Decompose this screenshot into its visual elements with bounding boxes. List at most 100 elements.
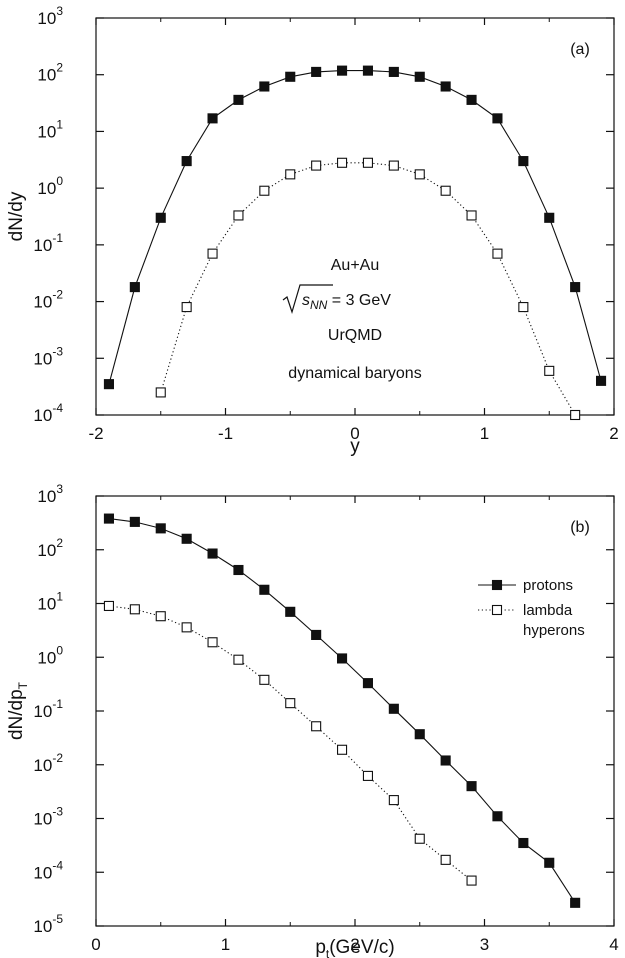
data-point-open bbox=[336, 744, 348, 755]
data-point-filled bbox=[129, 282, 140, 293]
y-tick-base: 10 bbox=[33, 810, 52, 829]
y-tick-base: 10 bbox=[37, 487, 56, 506]
y-tick-label: 10-4 bbox=[33, 401, 63, 425]
data-point-filled bbox=[103, 513, 114, 524]
x-axis-title-rest: (GeV/c) bbox=[329, 937, 394, 958]
y-tick-exponent: -4 bbox=[52, 401, 63, 415]
data-point-filled bbox=[285, 606, 296, 617]
legend-marker bbox=[491, 604, 503, 616]
y-tick-base: 10 bbox=[37, 9, 56, 28]
y-tick-exponent: 0 bbox=[56, 643, 63, 657]
series-line-1 bbox=[160, 162, 576, 416]
data-point-filled bbox=[388, 703, 399, 714]
legend-marker bbox=[491, 579, 503, 591]
data-point-open bbox=[466, 210, 477, 221]
data-point-open bbox=[544, 365, 555, 376]
x-tick-label: 1 bbox=[480, 424, 489, 443]
data-point-open bbox=[155, 387, 166, 398]
data-point-open bbox=[466, 875, 477, 886]
y-tick-base: 10 bbox=[33, 406, 52, 425]
y-tick-exponent: -5 bbox=[52, 912, 63, 926]
data-point-open bbox=[285, 698, 296, 709]
data-point-filled bbox=[103, 379, 114, 390]
data-point-filled bbox=[207, 113, 218, 124]
y-tick-base: 10 bbox=[37, 541, 56, 560]
y-tick-base: 10 bbox=[37, 179, 56, 198]
x-axis-title-main: y bbox=[350, 436, 360, 457]
x-tick-label: -2 bbox=[88, 424, 103, 443]
y-tick-exponent: 2 bbox=[56, 61, 63, 75]
y-tick-base: 10 bbox=[33, 236, 52, 255]
legend-label: lambda hyperons bbox=[523, 602, 585, 639]
data-point-filled bbox=[388, 66, 399, 77]
y-tick-label: 10-4 bbox=[33, 858, 63, 882]
x-axis-title-main: p bbox=[315, 937, 326, 958]
annotation-energy-sub: NN bbox=[310, 298, 328, 312]
panel-label: (b) bbox=[570, 519, 590, 536]
data-point-open bbox=[440, 854, 451, 865]
sqrt-symbol bbox=[282, 284, 333, 314]
y-tick-exponent: 3 bbox=[56, 4, 63, 18]
data-point-open bbox=[181, 622, 192, 633]
data-point-filled bbox=[207, 548, 218, 559]
data-point-open bbox=[388, 160, 399, 171]
y-tick-base: 10 bbox=[33, 863, 52, 882]
y-tick-base: 10 bbox=[33, 756, 52, 775]
data-point-filled bbox=[492, 811, 503, 822]
y-tick-exponent: -1 bbox=[52, 231, 63, 245]
data-point-open bbox=[440, 185, 451, 196]
data-point-filled bbox=[155, 523, 166, 534]
y-tick-label: 10-5 bbox=[33, 912, 63, 936]
data-point-filled bbox=[259, 584, 270, 595]
data-point-filled bbox=[518, 837, 529, 849]
y-tick-exponent: 0 bbox=[56, 174, 63, 188]
data-point-open bbox=[259, 674, 270, 685]
x-tick-label: 3 bbox=[480, 935, 489, 954]
data-point-open bbox=[259, 185, 270, 196]
annotation-note: dynamical baryons bbox=[288, 365, 421, 382]
x-tick-label: 0 bbox=[91, 935, 100, 954]
x-axis-title-sub: t bbox=[326, 947, 330, 958]
y-tick-exponent: -2 bbox=[52, 288, 63, 302]
data-point-filled bbox=[259, 81, 270, 92]
data-point-filled bbox=[336, 653, 348, 664]
data-point-open bbox=[233, 654, 244, 665]
y-tick-base: 10 bbox=[37, 66, 56, 85]
data-point-open bbox=[285, 169, 296, 180]
x-axis-title: y bbox=[350, 436, 360, 457]
x-tick-label: 0 bbox=[350, 424, 359, 443]
y-axis-title: dN/dy bbox=[6, 191, 27, 241]
y-tick-base: 10 bbox=[33, 293, 52, 312]
data-point-filled bbox=[233, 94, 244, 105]
data-point-filled bbox=[311, 66, 322, 77]
data-point-filled bbox=[440, 81, 451, 92]
annotation-model: UrQMD bbox=[328, 327, 382, 344]
data-point-filled bbox=[518, 156, 529, 167]
data-point-filled bbox=[336, 65, 348, 76]
y-tick-label: 10-1 bbox=[33, 231, 63, 255]
y-tick-exponent: 1 bbox=[56, 117, 63, 131]
data-point-open bbox=[362, 770, 374, 781]
legend-label: protons bbox=[523, 577, 573, 594]
data-point-open bbox=[518, 302, 529, 313]
legend-label-line: hyperons bbox=[523, 622, 585, 639]
pt-panel: 0 1 2 3 410310210110010-110-210-310-410-5pt(… bbox=[6, 482, 619, 958]
annotation-system: Au+Au bbox=[331, 257, 379, 274]
data-point-filled bbox=[129, 516, 140, 527]
x-axis-title: pt(GeV/c) bbox=[315, 937, 394, 958]
annotation-energy: sNN = 3 GeV bbox=[302, 292, 391, 312]
y-tick-exponent: 2 bbox=[56, 536, 63, 550]
y-tick-exponent: -4 bbox=[52, 858, 63, 872]
y-tick-label: 101 bbox=[37, 117, 63, 141]
y-tick-label: 103 bbox=[37, 482, 63, 506]
y-axis-title-main: dN/dp bbox=[6, 689, 27, 740]
series-line-0 bbox=[108, 70, 602, 385]
y-tick-label: 10-1 bbox=[33, 697, 63, 721]
y-tick-base: 10 bbox=[33, 917, 52, 936]
y-tick-label: 103 bbox=[37, 4, 63, 28]
y-tick-exponent: -3 bbox=[52, 805, 63, 819]
series-line-0 bbox=[108, 518, 576, 904]
data-point-filled bbox=[492, 113, 503, 124]
data-point-open bbox=[129, 604, 140, 615]
